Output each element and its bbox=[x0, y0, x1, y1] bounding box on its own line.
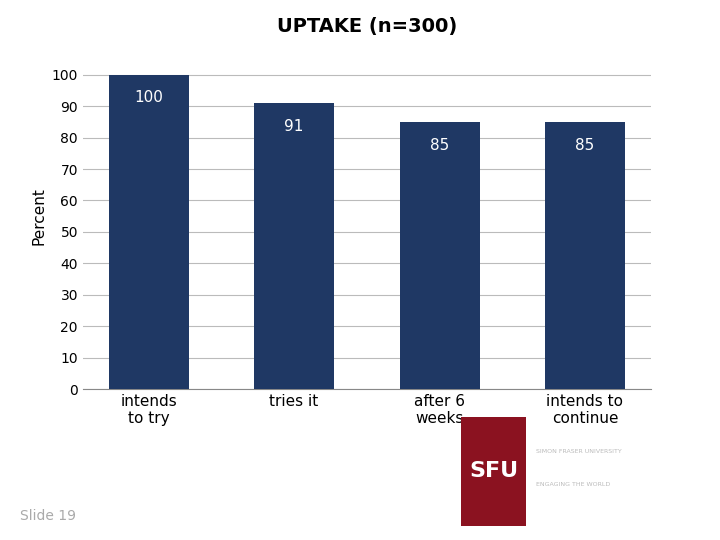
Text: ENGAGING THE WORLD: ENGAGING THE WORLD bbox=[536, 482, 611, 487]
Text: Fields 2016: Fields 2016 bbox=[682, 102, 696, 200]
Bar bbox=[400, 122, 480, 389]
Text: SIMON FRASER UNIVERSITY: SIMON FRASER UNIVERSITY bbox=[536, 449, 622, 454]
Text: SFU: SFU bbox=[469, 461, 518, 481]
Y-axis label: Percent: Percent bbox=[31, 187, 46, 245]
Text: 85: 85 bbox=[430, 138, 449, 153]
Text: 85: 85 bbox=[575, 138, 595, 153]
FancyBboxPatch shape bbox=[461, 417, 526, 526]
Bar bbox=[109, 75, 189, 389]
Bar bbox=[545, 122, 625, 389]
Text: EFFECT ON TEACHERS: EFFECT ON TEACHERS bbox=[19, 439, 364, 467]
Text: 91: 91 bbox=[284, 119, 304, 134]
Bar bbox=[254, 103, 334, 389]
Text: 100: 100 bbox=[134, 90, 163, 105]
Text: Slide 19: Slide 19 bbox=[19, 509, 76, 523]
Title: UPTAKE (n=300): UPTAKE (n=300) bbox=[276, 17, 457, 36]
